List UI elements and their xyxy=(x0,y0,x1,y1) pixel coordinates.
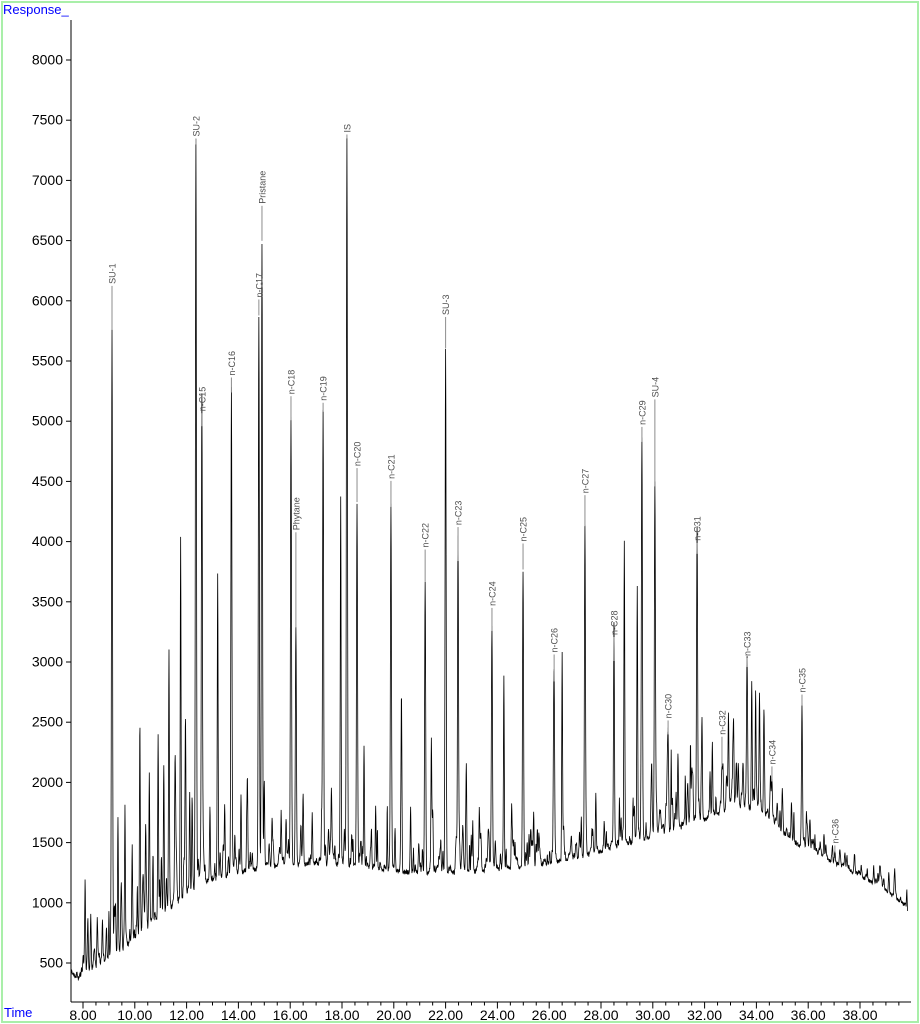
y-tick-label: 1500 xyxy=(32,834,63,850)
peak-label: IS xyxy=(342,124,352,133)
x-tick-label: 38.00 xyxy=(842,1007,877,1023)
peak-label: n-C31 xyxy=(693,516,703,541)
x-tick-label: 8.00 xyxy=(69,1007,96,1023)
x-tick-label: 32.00 xyxy=(687,1007,722,1023)
y-axis-title: Response_ xyxy=(3,2,69,17)
y-tick-label: 1000 xyxy=(32,894,63,910)
peak-label: n-C25 xyxy=(519,517,529,542)
x-tick-label: 36.00 xyxy=(791,1007,826,1023)
peak-label: SU-3 xyxy=(441,294,451,315)
peak-label: n-C27 xyxy=(580,469,590,494)
x-tick-label: 18.00 xyxy=(324,1007,359,1023)
peak-label: SU-2 xyxy=(191,116,201,137)
peak-label: n-C33 xyxy=(743,631,753,656)
chromatogram-trace xyxy=(70,138,909,981)
peak-label: n-C24 xyxy=(488,581,498,606)
x-tick-label: 34.00 xyxy=(739,1007,774,1023)
x-tick-label: 14.00 xyxy=(221,1007,256,1023)
peak-label: n-C16 xyxy=(227,351,237,376)
y-tick-label: 3500 xyxy=(32,593,63,609)
peak-label: n-C23 xyxy=(454,501,464,526)
peak-label: n-C34 xyxy=(767,740,777,765)
peak-label: n-C32 xyxy=(718,710,728,735)
x-tick-label: 20.00 xyxy=(376,1007,411,1023)
y-tick-label: 2000 xyxy=(32,774,63,790)
peak-label: SU-4 xyxy=(650,377,660,398)
peak-label: n-C22 xyxy=(421,523,431,548)
x-tick-label: 22.00 xyxy=(428,1007,463,1023)
peak-label: n-C17 xyxy=(254,273,264,298)
peak-label: n-C29 xyxy=(637,400,647,425)
peak-label: n-C20 xyxy=(353,442,363,467)
x-tick-label: 16.00 xyxy=(273,1007,308,1023)
x-tick-label: 12.00 xyxy=(169,1007,204,1023)
x-tick-label: 24.00 xyxy=(480,1007,515,1023)
y-tick-label: 3000 xyxy=(32,654,63,670)
peak-label: n-C36 xyxy=(830,819,840,844)
y-tick-label: 5500 xyxy=(32,353,63,369)
x-tick-label: 10.00 xyxy=(117,1007,152,1023)
y-tick-label: 6000 xyxy=(32,292,63,308)
peak-label: SU-1 xyxy=(108,263,118,284)
x-tick-label: 28.00 xyxy=(583,1007,618,1023)
x-tick-label: 26.00 xyxy=(532,1007,567,1023)
peak-label: n-C35 xyxy=(798,668,808,693)
x-tick-label: 30.00 xyxy=(635,1007,670,1023)
y-tick-label: 8000 xyxy=(32,52,63,68)
y-tick-label: 6500 xyxy=(32,232,63,248)
peak-label: n-C26 xyxy=(550,628,560,653)
peak-label: Phytane xyxy=(291,497,301,530)
y-tick-label: 7500 xyxy=(32,112,63,128)
y-tick-label: 500 xyxy=(40,955,64,971)
peak-label: n-C21 xyxy=(387,454,397,479)
y-tick-label: 4000 xyxy=(32,533,63,549)
peak-label: n-C28 xyxy=(609,610,619,635)
y-tick-label: 7000 xyxy=(32,172,63,188)
peak-label: n-C15 xyxy=(197,387,207,412)
x-axis-title: Time xyxy=(4,1005,33,1020)
y-tick-label: 4500 xyxy=(32,473,63,489)
peak-label: Pristane xyxy=(258,171,268,204)
peak-label: n-C19 xyxy=(319,376,329,401)
y-tick-label: 5000 xyxy=(32,413,63,429)
peak-label: n-C18 xyxy=(287,370,297,395)
peak-label: n-C30 xyxy=(664,694,674,719)
y-tick-label: 2500 xyxy=(32,714,63,730)
